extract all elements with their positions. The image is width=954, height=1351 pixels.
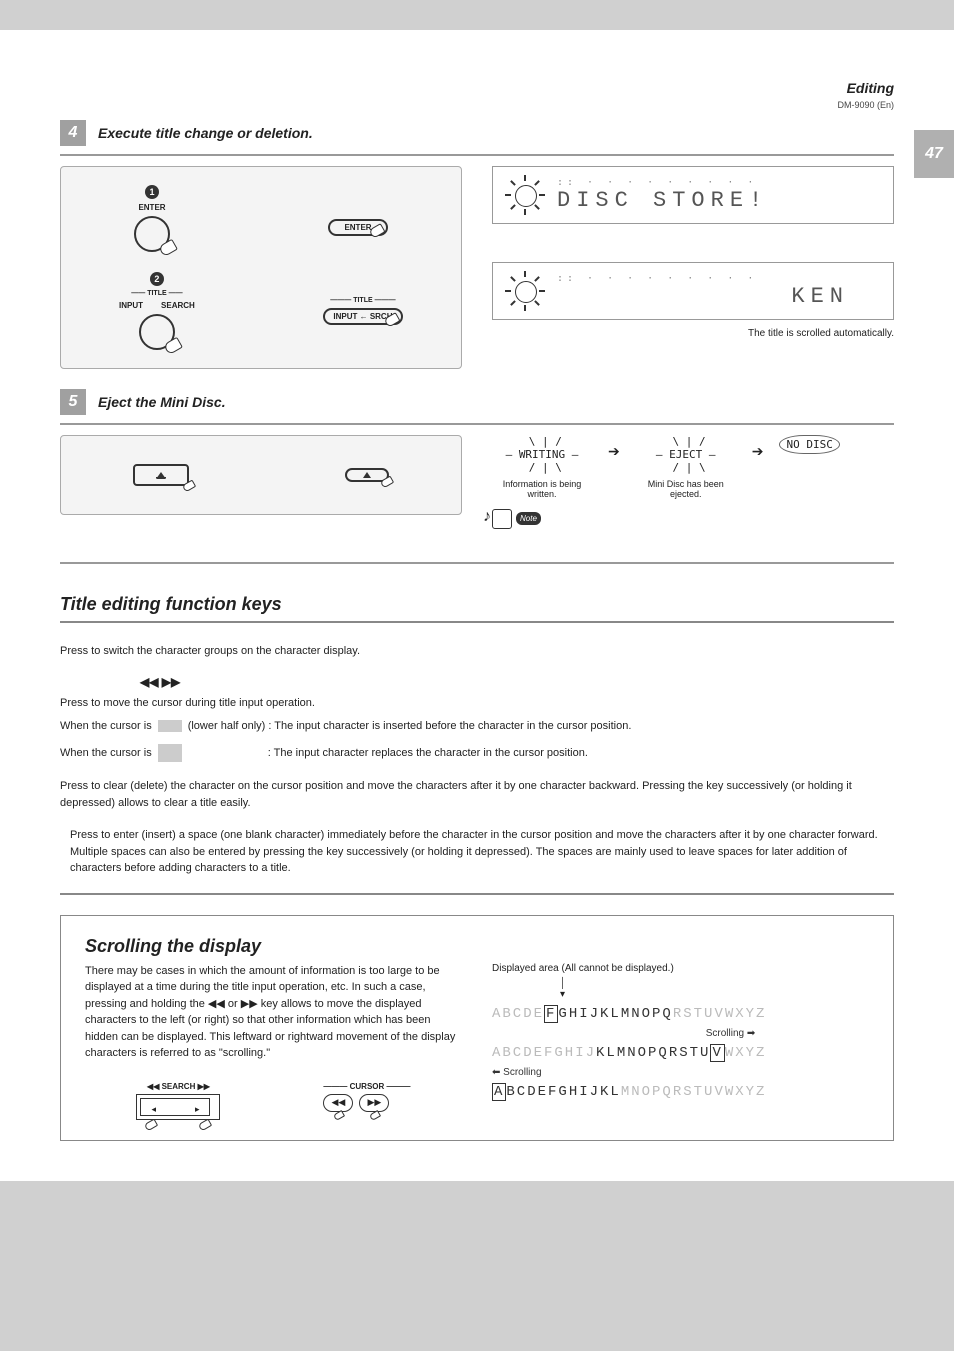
scrolling-heading: Scrolling the display <box>85 936 869 957</box>
display-dots: :: · · · · · · · · · <box>557 177 879 188</box>
scroll-left-label: ⬅ Scrolling <box>492 1067 869 1078</box>
displayed-area-caption: Displayed area (All cannot be displayed.… <box>492 963 869 974</box>
badge-2: 2 <box>150 272 164 286</box>
writing-sequence: \ | / — WRITING — / | \ Information is b… <box>492 435 894 499</box>
alpha-row-1: ABCDEFGHIJKLMNOPQRSTUVWXYZ <box>492 1006 869 1022</box>
note-label: Note <box>516 512 541 525</box>
divider <box>60 621 894 623</box>
cursor-control: ——— CURSOR ——— ◀◀ ▶▶ <box>323 1082 410 1112</box>
display-dots: :: · · · · · · · · · <box>557 273 879 284</box>
step-5-controls-panel <box>60 435 462 515</box>
divider <box>60 423 894 425</box>
space-key-desc: Press to enter (insert) a space (one bla… <box>60 827 894 877</box>
eject-caption: Mini Disc has been ejected. <box>636 479 736 499</box>
cursor-half-icon <box>158 720 182 732</box>
enter-label: ENTER <box>138 203 165 212</box>
pointer-icon: │▾ <box>492 978 869 1000</box>
alpha-row-3: ABCDEFGHIJKLMNOPQRSTUVWXYZ <box>492 1084 869 1100</box>
enter-knob[interactable] <box>134 216 170 252</box>
scrolling-section: Scrolling the display There may be cases… <box>60 915 894 1141</box>
eject-burst: \ | / — EJECT — / | \ <box>636 435 736 475</box>
lcd-panel-2: :: · · · · · · · · · KEN <box>492 262 894 320</box>
arrows-symbol: ◀◀ ▶▶ <box>60 675 894 689</box>
arrow-icon: ➔ <box>752 443 764 460</box>
step-4-header: 4 Execute title change or deletion. <box>60 120 894 146</box>
page-number: 47 <box>914 130 954 178</box>
step-5-num: 5 <box>60 389 86 415</box>
search-label: SEARCH <box>161 301 195 310</box>
title-brace-1: —— TITLE —— <box>131 290 182 297</box>
disc-icon <box>507 273 543 309</box>
step-4-controls-panel: 1 ENTER ENTER 2 —— TITLE —— <box>60 166 462 369</box>
divider <box>60 562 894 564</box>
divider <box>60 154 894 156</box>
model-code: DM-9090 (En) <box>60 100 894 110</box>
note-icon: Note <box>492 509 541 529</box>
page-header: Editing DM-9090 (En) <box>60 80 894 110</box>
writing-burst: \ | / — WRITING — / | \ <box>492 435 592 475</box>
step-4-num: 4 <box>60 120 86 146</box>
arrow-icon: ➔ <box>608 443 620 460</box>
step-4-text: Execute title change or deletion. <box>98 125 313 141</box>
lcd-ken: KEN <box>557 284 879 309</box>
cursor-right-button[interactable]: ▶▶ <box>359 1094 389 1112</box>
input-search-button[interactable]: INPUT ← SRCH <box>323 308 403 325</box>
scrolling-body: There may be cases in which the amount o… <box>85 963 462 1062</box>
disc-icon <box>507 177 543 213</box>
input-label: INPUT <box>119 301 143 310</box>
clear-key-desc: Press to clear (delete) the character on… <box>60 778 894 811</box>
title-knob[interactable] <box>139 314 175 350</box>
lcd-disc-store: DISC STORE! <box>557 188 879 213</box>
enter-button[interactable]: ENTER <box>328 219 388 236</box>
charset-key-desc: Press to switch the character groups on … <box>60 643 894 660</box>
title-brace-2: ——— TITLE ——— <box>330 297 395 304</box>
cursor-full-desc: When the cursor is: The input character … <box>60 744 894 762</box>
step-5-header: 5 Eject the Mini Disc. <box>60 389 894 415</box>
no-disc-indicator: NO DISC <box>779 435 839 454</box>
step-5-text: Eject the Mini Disc. <box>98 394 226 410</box>
section-title: Editing <box>60 80 894 96</box>
search-label: ◀◀ SEARCH ▶▶ <box>136 1082 220 1091</box>
cursor-label: ——— CURSOR ——— <box>323 1082 410 1091</box>
eject-button-main[interactable] <box>133 464 189 486</box>
divider <box>60 893 894 895</box>
search-rocker[interactable]: ◂▸ <box>140 1098 210 1116</box>
cursor-left-button[interactable]: ◀◀ <box>323 1094 353 1112</box>
lcd-panel-1: :: · · · · · · · · · DISC STORE! <box>492 166 894 224</box>
scroll-caption: The title is scrolled automatically. <box>492 328 894 339</box>
title-keys-heading: Title editing function keys <box>60 594 894 615</box>
cursor-move-desc: Press to move the cursor during title in… <box>60 695 894 712</box>
badge-1: 1 <box>145 185 159 199</box>
scroll-right-label: Scrolling ➡ <box>492 1028 869 1039</box>
cursor-full-icon <box>158 744 182 762</box>
writing-caption: Information is being written. <box>492 479 592 499</box>
alpha-row-2: ABCDEFGHIJKLMNOPQRSTUVWXYZ <box>492 1045 869 1061</box>
search-control: ◀◀ SEARCH ▶▶ ◂▸ <box>136 1082 220 1120</box>
cursor-lower-desc: When the cursor is(lower half only) : Th… <box>60 718 894 735</box>
